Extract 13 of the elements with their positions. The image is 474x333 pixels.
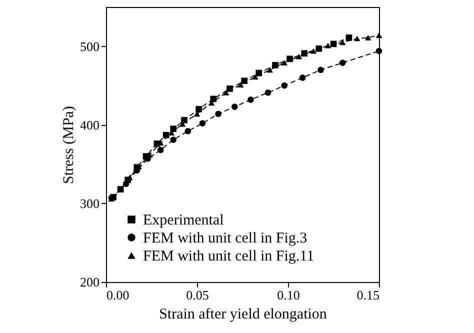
y-tick-label: 200 <box>80 274 100 290</box>
x-tick-label: 0.00 <box>106 288 130 302</box>
y-tick-label: 300 <box>80 196 100 211</box>
x-tick-label: 0.10 <box>277 288 300 302</box>
x-tick-label: 0.05 <box>186 288 209 302</box>
y-axis-title: Stress (MPa) <box>61 106 77 184</box>
x-tick-label: 0.15 <box>356 288 380 302</box>
y-tick-label: 500 <box>80 38 100 54</box>
legend-label: Experimental <box>143 212 224 228</box>
x-axis-title: Strain after yield elongation <box>159 306 328 322</box>
legend-label: FEM with unit cell in Fig.11 <box>143 248 314 264</box>
y-tick-label: 400 <box>80 117 100 132</box>
legend-label: FEM with unit cell in Fig.3 <box>143 230 308 246</box>
